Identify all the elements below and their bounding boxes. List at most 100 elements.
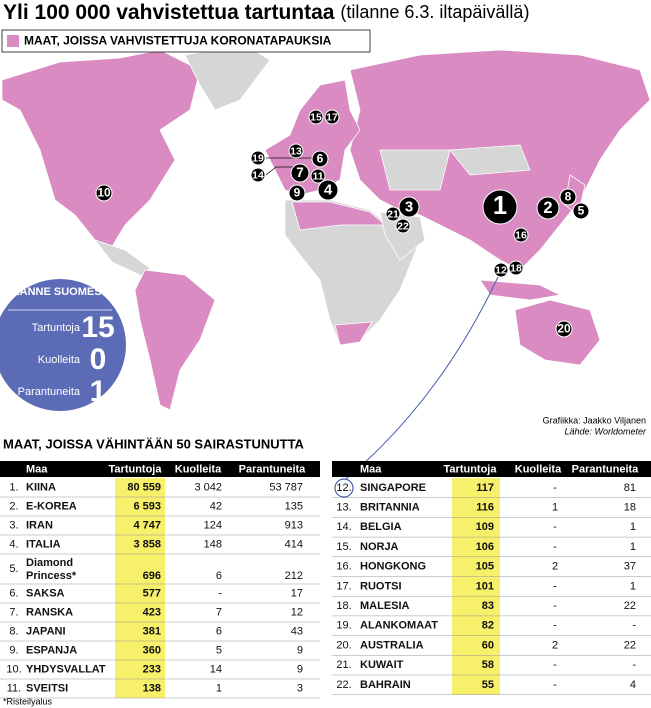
- credit-source: Lähde: Worldometer: [564, 426, 647, 436]
- header: Yli 100 000 vahvistettua tartuntaa (tila…: [3, 1, 529, 24]
- marker: [385, 206, 401, 222]
- subtitle: (tilanne 6.3. iltapäivällä): [340, 2, 529, 22]
- cases: 109: [476, 521, 494, 533]
- country-name: YHDYSVALLAT: [26, 663, 106, 675]
- cases: 117: [476, 482, 494, 494]
- legend-box: [1, 29, 371, 53]
- cases: 80 559: [127, 481, 161, 493]
- cases: 55: [482, 679, 494, 691]
- country-name: ALANKOMAAT: [360, 620, 438, 632]
- cases: 381: [143, 625, 161, 637]
- marker: [493, 262, 509, 278]
- column-header: Kuolleita: [515, 463, 562, 475]
- country-name: BAHRAIN: [360, 679, 411, 691]
- marker-label: 12: [495, 264, 507, 276]
- marker-label: 19: [252, 152, 264, 164]
- recovered: 1: [630, 521, 636, 533]
- row-number: 1.: [9, 481, 18, 493]
- recovered: 4: [630, 679, 636, 691]
- world-map: [1, 44, 651, 480]
- marker-label: 8: [565, 190, 572, 204]
- recovered: 43: [291, 625, 303, 637]
- marker: [395, 218, 411, 234]
- row-number: 9.: [9, 644, 18, 656]
- marker: [288, 184, 306, 202]
- finland-title: TILANNE SUOMESSA: [3, 286, 117, 298]
- marker: [324, 109, 340, 125]
- recovered: 913: [285, 519, 303, 531]
- marker-label: 18: [510, 262, 522, 274]
- deaths: -: [553, 679, 557, 691]
- country-name: Diamond Princess*: [26, 557, 77, 582]
- marker: [311, 150, 329, 168]
- recovered: -: [632, 659, 636, 671]
- cases: 60: [482, 639, 494, 651]
- column-header: Tartuntoja: [109, 463, 163, 475]
- marker-label: 16: [515, 229, 527, 241]
- marker-label: 5: [578, 204, 585, 218]
- deaths: -: [218, 587, 222, 599]
- deaths: 2: [552, 561, 558, 573]
- deaths: -: [553, 541, 557, 553]
- country-name: NORJA: [360, 541, 399, 553]
- country-name: HONGKONG: [360, 561, 426, 573]
- recovered: 22: [624, 639, 636, 651]
- row-number: 8.: [9, 625, 18, 637]
- deaths: -: [553, 659, 557, 671]
- country-name: E-KOREA: [26, 500, 77, 512]
- legend-swatch: [7, 35, 19, 47]
- marker-label: 7: [296, 165, 304, 180]
- country-name: MALESIA: [360, 600, 410, 612]
- table-header-bar: [332, 461, 651, 477]
- tables: Maa Tartuntoja Kuolleita Parantuneita 1. KIIN…: [0, 461, 651, 699]
- marker: [310, 168, 326, 184]
- south-america: [134, 269, 216, 411]
- cases: 105: [476, 561, 494, 573]
- recovered: 12: [291, 606, 303, 618]
- cases: 696: [143, 570, 161, 582]
- row-number: 4.: [9, 538, 18, 550]
- central-america: [93, 239, 151, 277]
- row-number: 17.: [336, 580, 351, 592]
- recovered: -: [632, 620, 636, 632]
- table-header-bar: [0, 461, 320, 477]
- central-asia: [379, 149, 451, 191]
- deaths: -: [553, 580, 557, 592]
- marker: [250, 167, 266, 183]
- title: Yli 100 000 vahvistettua tartuntaa: [3, 1, 335, 24]
- country-name: BRITANNIA: [360, 501, 420, 513]
- deaths: 5: [216, 644, 222, 656]
- deaths: -: [553, 620, 557, 632]
- cases: 4 747: [133, 519, 161, 531]
- column-header: Kuolleita: [175, 463, 222, 475]
- marker-label: 6: [317, 152, 324, 166]
- deaths: 42: [210, 500, 222, 512]
- finland-value: 15: [81, 311, 114, 344]
- marker-label: 13: [290, 145, 302, 157]
- row-number: 19.: [336, 620, 351, 632]
- cases: 82: [482, 620, 494, 632]
- recovered: 81: [624, 482, 636, 494]
- cases: 83: [482, 600, 494, 612]
- marker-label: 4: [324, 181, 333, 198]
- row-number: 18.: [336, 600, 351, 612]
- marker: [250, 150, 266, 166]
- row-number: 13.: [336, 501, 351, 513]
- recovered: 9: [297, 663, 303, 675]
- country-name: KUWAIT: [360, 659, 404, 671]
- country-name: SAKSA: [26, 587, 65, 599]
- deaths: -: [553, 521, 557, 533]
- marker: [308, 109, 324, 125]
- marker-label: 21: [387, 208, 399, 220]
- row-number: 7.: [9, 606, 18, 618]
- cases: 360: [143, 644, 161, 656]
- cases: 58: [482, 659, 494, 671]
- marker: [536, 196, 560, 220]
- deaths: -: [553, 600, 557, 612]
- marker-label: 10: [97, 186, 111, 200]
- country-name: RUOTSI: [360, 580, 402, 592]
- cases: 106: [476, 541, 494, 553]
- marker: [398, 196, 420, 218]
- deaths: 7: [216, 606, 222, 618]
